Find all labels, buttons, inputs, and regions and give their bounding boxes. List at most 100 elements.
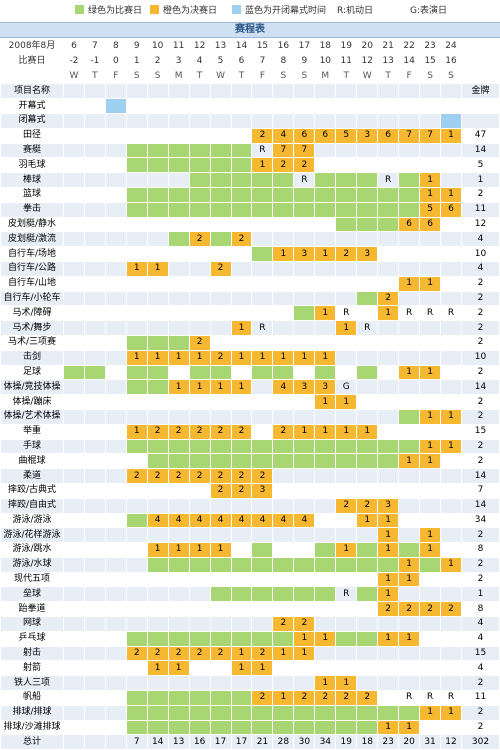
table-row: 射箭 1 1 1 1 4	[0, 660, 500, 677]
schedule-cell: 1	[125, 423, 148, 440]
schedule-cell	[419, 231, 442, 248]
legend-swatch	[75, 5, 84, 14]
schedule-cell	[230, 112, 253, 129]
schedule-cell	[293, 275, 316, 292]
schedule-cell	[83, 260, 106, 277]
schedule-cell	[146, 690, 169, 706]
schedule-cell	[146, 290, 169, 307]
schedule-cell	[125, 201, 148, 218]
sport-name: 举重	[0, 423, 64, 440]
schedule-cell	[398, 349, 421, 366]
daily-total: 18	[356, 734, 379, 750]
header-blank	[167, 83, 190, 100]
sport-name: 击剑	[0, 349, 64, 366]
schedule-cell	[377, 660, 400, 677]
sport-name: 排球/沙滩排球	[0, 719, 64, 736]
schedule-cell: 1	[377, 630, 400, 647]
schedule-cell	[209, 186, 232, 203]
date-header: 6	[62, 39, 85, 55]
schedule-cell	[377, 349, 400, 366]
date-header: 14	[230, 39, 253, 55]
schedule-cell	[209, 571, 232, 588]
schedule-cell	[314, 231, 337, 248]
medal-count: 4	[460, 630, 500, 647]
schedule-cell	[167, 216, 190, 233]
schedule-cell: R	[293, 172, 316, 188]
schedule-cell	[335, 453, 358, 470]
schedule-cell	[104, 246, 127, 262]
schedule-cell	[440, 660, 462, 677]
weekday-header: F	[398, 68, 421, 85]
schedule-cell	[167, 616, 190, 632]
schedule-cell	[104, 438, 127, 455]
daily-total: 28	[272, 734, 295, 750]
schedule-cell	[104, 305, 127, 322]
schedule-cell: 1	[419, 542, 442, 558]
matchday-header: 9	[293, 53, 316, 70]
schedule-cell: 1	[377, 719, 400, 736]
schedule-cell	[62, 186, 85, 203]
medal-count: 7	[460, 482, 500, 499]
schedule-cell	[293, 290, 316, 307]
schedule-cell	[251, 201, 274, 218]
table-row: 闭幕式	[0, 112, 500, 129]
matchday-header: 1	[125, 53, 148, 70]
schedule-cell	[125, 616, 148, 632]
schedule-cell	[356, 408, 379, 425]
schedule-cell	[440, 453, 462, 470]
table-row: 赛艇 R 7 7 14	[0, 142, 500, 159]
schedule-cell	[335, 556, 358, 573]
table-row: 游泳/跳水 1 1 1 1 1 1 1 8	[0, 542, 500, 558]
schedule-cell	[293, 394, 316, 410]
schedule-cell	[62, 616, 85, 632]
schedule-cell	[377, 231, 400, 248]
medal-count: 2	[460, 675, 500, 692]
schedule-cell	[83, 616, 106, 632]
sport-name: 手球	[0, 438, 64, 455]
table-row: 足球 1 1 2	[0, 364, 500, 381]
schedule-cell	[83, 201, 106, 218]
schedule-cell: 7	[398, 127, 421, 144]
schedule-cell	[125, 482, 148, 499]
schedule-cell	[146, 556, 169, 573]
schedule-cell: 4	[188, 512, 211, 529]
schedule-cell	[398, 290, 421, 307]
schedule-cell: 1	[419, 527, 442, 544]
legend: 绿色为比赛日 橙色为决赛日 蓝色为开闭幕式时间 R:机动日 G:表演日	[0, 0, 500, 22]
schedule-cell: 1	[188, 349, 211, 366]
schedule-cell	[356, 438, 379, 455]
schedule-cell	[188, 320, 211, 336]
medal-count: 34	[460, 512, 500, 529]
schedule-cell: 6	[398, 216, 421, 233]
schedule-cell	[188, 275, 211, 292]
schedule-cell	[314, 260, 337, 277]
schedule-cell	[83, 660, 106, 677]
schedule-cell	[209, 112, 232, 129]
schedule-cell: 1	[230, 645, 253, 662]
schedule-cell: 2	[167, 423, 190, 440]
schedule-cell	[230, 438, 253, 455]
schedule-cell	[104, 586, 127, 603]
schedule-cell	[62, 127, 85, 144]
legend-label: 蓝色为开闭幕式时间	[245, 6, 327, 16]
schedule-cell: R	[440, 690, 462, 706]
schedule-cell	[377, 616, 400, 632]
schedule-cell	[314, 556, 337, 573]
schedule-cell	[83, 468, 106, 484]
schedule-cell	[335, 349, 358, 366]
sport-name: 体操/蹦床	[0, 394, 64, 410]
medal-count: 4	[460, 231, 500, 248]
schedule-cell: 1	[272, 246, 295, 262]
sport-name: 闭幕式	[0, 112, 64, 129]
schedule-cell	[314, 112, 337, 129]
schedule-cell	[356, 556, 379, 573]
schedule-cell: 1	[335, 320, 358, 336]
medal-count: 2	[460, 334, 500, 351]
schedule-cell: 1	[251, 660, 274, 677]
schedule-cell	[167, 527, 190, 544]
schedule-cell: R	[251, 320, 274, 336]
schedule-cell	[146, 305, 169, 322]
schedule-cell: 1	[335, 394, 358, 410]
schedule-cell: 2	[293, 157, 316, 174]
schedule-cell	[209, 231, 232, 248]
